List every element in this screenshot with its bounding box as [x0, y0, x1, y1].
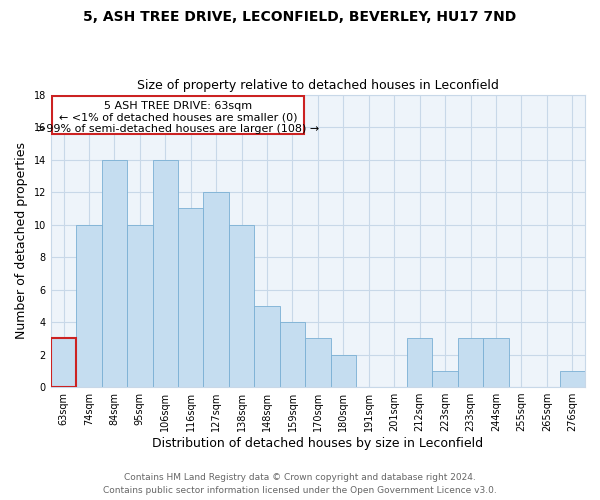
Bar: [101, 160, 127, 387]
Y-axis label: Number of detached properties: Number of detached properties: [15, 142, 28, 340]
Bar: [127, 224, 152, 387]
Bar: [305, 338, 331, 387]
Text: Contains HM Land Registry data © Crown copyright and database right 2024.
Contai: Contains HM Land Registry data © Crown c…: [103, 474, 497, 495]
Text: 5, ASH TREE DRIVE, LECONFIELD, BEVERLEY, HU17 7ND: 5, ASH TREE DRIVE, LECONFIELD, BEVERLEY,…: [83, 10, 517, 24]
Text: 5 ASH TREE DRIVE: 63sqm: 5 ASH TREE DRIVE: 63sqm: [104, 100, 252, 110]
Bar: [560, 371, 585, 387]
Bar: [280, 322, 305, 387]
Bar: [433, 371, 458, 387]
Bar: [254, 306, 280, 387]
Bar: [76, 224, 101, 387]
Bar: [152, 160, 178, 387]
Bar: [483, 338, 509, 387]
Bar: [51, 338, 76, 387]
Bar: [407, 338, 433, 387]
Bar: [458, 338, 483, 387]
X-axis label: Distribution of detached houses by size in Leconfield: Distribution of detached houses by size …: [152, 437, 484, 450]
Bar: [203, 192, 229, 387]
Bar: [229, 224, 254, 387]
Text: ← <1% of detached houses are smaller (0): ← <1% of detached houses are smaller (0): [59, 112, 297, 122]
FancyBboxPatch shape: [52, 96, 304, 134]
Title: Size of property relative to detached houses in Leconfield: Size of property relative to detached ho…: [137, 79, 499, 92]
Text: >99% of semi-detached houses are larger (108) →: >99% of semi-detached houses are larger …: [37, 124, 319, 134]
Bar: [331, 354, 356, 387]
Bar: [178, 208, 203, 387]
